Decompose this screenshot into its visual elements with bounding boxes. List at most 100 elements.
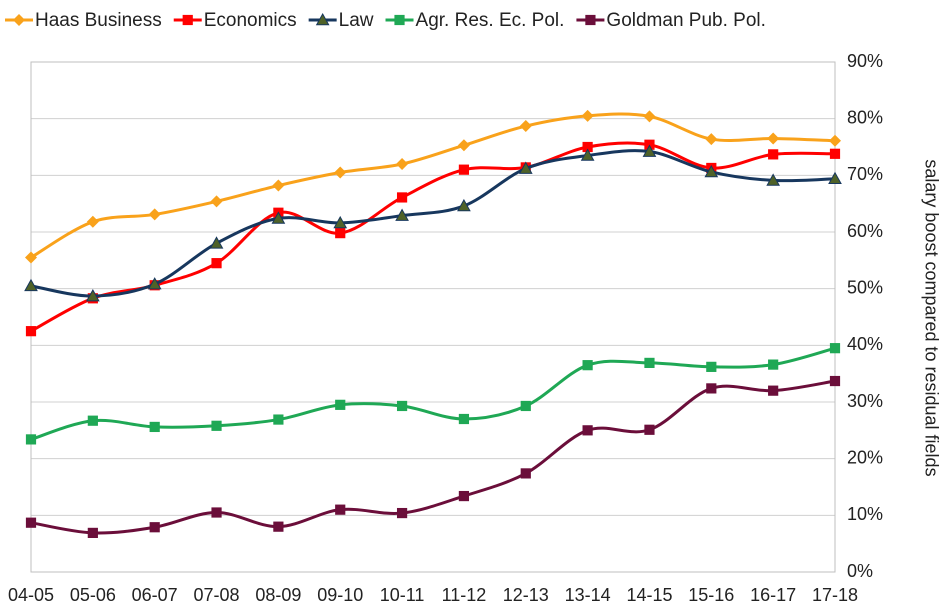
- marker: [518, 161, 533, 174]
- series: [25, 139, 841, 337]
- line: [30, 112, 836, 259]
- marker: [182, 14, 193, 26]
- marker: [580, 148, 595, 161]
- marker: [457, 139, 470, 152]
- marker: [828, 171, 842, 185]
- marker: [458, 490, 470, 502]
- marker: [333, 215, 348, 229]
- marker: [13, 14, 25, 26]
- marker: [829, 134, 841, 147]
- x-tick-label: 07-08: [194, 585, 240, 605]
- marker: [149, 522, 160, 533]
- marker: [582, 141, 593, 153]
- plot-border: [30, 61, 836, 573]
- marker: [149, 421, 160, 433]
- marker: [25, 326, 37, 337]
- marker: [768, 385, 779, 396]
- marker: [211, 258, 222, 269]
- marker: [273, 521, 284, 532]
- legend-label: Haas Business: [35, 10, 162, 31]
- marker: [705, 133, 718, 146]
- x-tick-label: 14-15: [626, 585, 672, 605]
- marker: [335, 228, 346, 239]
- y-tick-label: 60%: [847, 221, 883, 241]
- y-tick-label: 10%: [847, 504, 883, 524]
- marker: [520, 400, 531, 412]
- marker: [706, 383, 717, 394]
- marker: [210, 195, 223, 208]
- marker: [643, 110, 656, 123]
- legend: Haas Business Economics Law Agr. Res. Ec. P…: [5, 10, 766, 31]
- marker: [209, 236, 224, 249]
- marker: [581, 109, 594, 122]
- marker: [396, 507, 408, 519]
- marker: [272, 179, 285, 192]
- marker: [642, 144, 657, 157]
- x-tick-label: 04-05: [8, 585, 54, 605]
- marker: [582, 360, 593, 371]
- marker: [273, 414, 284, 425]
- marker: [334, 166, 347, 179]
- x-tick-label: 06-07: [132, 585, 178, 605]
- marker: [315, 12, 330, 26]
- x-tick-label: 05-06: [70, 585, 116, 605]
- marker: [706, 361, 717, 372]
- marker: [25, 251, 37, 264]
- marker: [148, 208, 161, 221]
- x-tick-label: 08-09: [255, 585, 301, 605]
- marker: [24, 278, 38, 292]
- marker: [211, 507, 222, 518]
- x-tick-label: 09-10: [317, 585, 363, 605]
- x-tick-label: 16-17: [750, 585, 796, 605]
- marker: [396, 158, 409, 170]
- y-tick-label: 40%: [847, 334, 883, 354]
- marker: [829, 148, 841, 159]
- legend-label: Law: [339, 10, 374, 31]
- marker: [335, 399, 346, 410]
- y-tick-label: 70%: [847, 164, 883, 184]
- y-tick-label: 50%: [847, 277, 883, 297]
- y-tick-label: 30%: [847, 391, 883, 411]
- marker: [829, 343, 841, 354]
- marker: [211, 420, 222, 431]
- marker: [458, 164, 470, 175]
- marker: [585, 14, 596, 26]
- marker: [85, 289, 100, 302]
- y-tick-label: 0%: [847, 561, 873, 581]
- marker: [704, 164, 719, 178]
- legend-label: Agr. Res. Ec. Pol.: [416, 10, 565, 31]
- marker: [395, 208, 409, 221]
- marker: [457, 198, 471, 212]
- marker: [766, 173, 781, 186]
- marker: [767, 132, 780, 145]
- legend-label: Goldman Pub. Pol.: [606, 10, 765, 31]
- marker: [768, 149, 779, 160]
- marker: [271, 211, 286, 224]
- x-tick-label: 10-11: [380, 585, 425, 605]
- marker: [644, 424, 655, 435]
- marker: [829, 375, 841, 387]
- line: [30, 346, 836, 441]
- series: [25, 109, 841, 264]
- y-tick-label: 90%: [847, 51, 883, 71]
- x-tick-label: 17-18: [812, 585, 858, 605]
- line: [30, 379, 836, 535]
- y-tick-label: 80%: [847, 107, 883, 127]
- marker: [87, 415, 98, 426]
- marker: [582, 425, 593, 436]
- x-tick-label: 15-16: [688, 585, 734, 605]
- marker: [644, 357, 655, 368]
- x-tick-label: 11-12: [442, 585, 487, 605]
- marker: [396, 192, 408, 203]
- series: [25, 375, 841, 538]
- marker: [87, 527, 98, 538]
- marker: [86, 215, 99, 228]
- legend-label: Economics: [204, 10, 297, 31]
- marker: [25, 517, 37, 528]
- series: [24, 144, 842, 302]
- marker: [458, 413, 470, 425]
- marker: [396, 400, 408, 412]
- marker: [519, 120, 532, 133]
- x-tick-label: 13-14: [565, 585, 611, 605]
